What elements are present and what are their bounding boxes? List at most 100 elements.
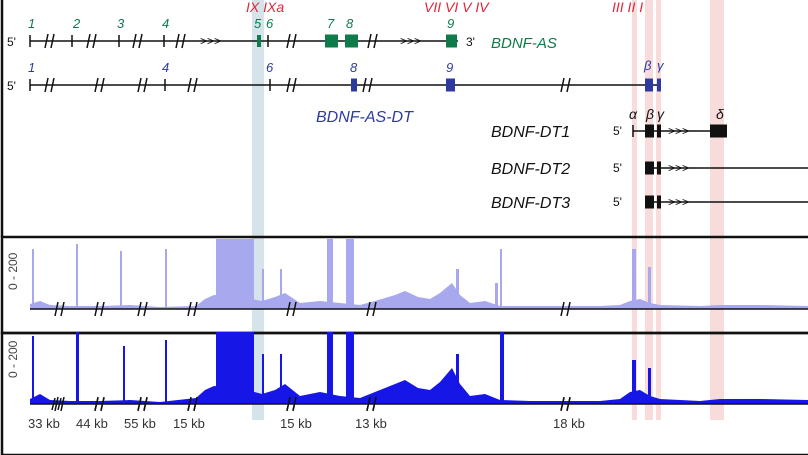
distance-label: 15 kb [280, 416, 312, 431]
bdnf-as-exon [325, 34, 338, 48]
break-slash [193, 77, 198, 93]
bdnf-as-exon [446, 34, 457, 48]
bdnf-dt-five-prime: 5' [613, 195, 622, 209]
coverage-peak [346, 332, 354, 404]
bdnf-dt-name: BDNF-DT3 [491, 195, 570, 212]
axis-break-icon [187, 77, 198, 93]
break-slash [138, 33, 143, 49]
bdnf-as-three-prime: 3' [466, 35, 475, 49]
bdnf-dt-exon [710, 124, 727, 138]
coverage-peak [123, 346, 125, 404]
exon-highlight-bands [252, 0, 724, 420]
direction-arrows: >>> [668, 124, 689, 138]
direction-arrows: >>> [668, 195, 689, 209]
bdnf-as-exon-number: 4 [162, 16, 169, 31]
bdnf-dt-exon [645, 161, 654, 175]
distance-label: 15 kb [173, 416, 205, 431]
bdnf-as-exon [345, 34, 358, 48]
break-slash [292, 301, 297, 317]
break-slash [94, 77, 99, 93]
bdnf-dt-transcripts: BDNF-DT1 5' >>> α β γ δ BDNF-DT2 5' >>> BDNF-DT3 5'… [491, 106, 808, 212]
bdnf-as-exon-number: 6 [266, 16, 274, 31]
break-slash [94, 397, 99, 411]
direction-arrows: >>> [668, 161, 689, 175]
track1-scale-label: 0 - 200 [6, 252, 20, 290]
break-slash [100, 301, 105, 317]
break-slash [60, 396, 65, 412]
bdnf-as-dt-exon [657, 78, 661, 92]
axis-break-icon [44, 77, 55, 93]
track2-scale-label: 0 - 200 [6, 340, 20, 378]
break-slash [187, 301, 192, 317]
axis-break-icon [286, 77, 297, 93]
break-slash [175, 33, 180, 49]
break-slash [187, 397, 192, 411]
direction-arrows: >>> [400, 34, 421, 48]
axis-break-icon [560, 301, 571, 317]
bdnf-dt-exon [645, 195, 654, 209]
break-slash [566, 77, 571, 93]
bdnf-as-dt-exon-number: 1 [28, 60, 35, 75]
distance-label: 44 kb [76, 416, 108, 431]
break-slash [54, 301, 59, 317]
break-slash [366, 301, 371, 317]
break-slash [51, 397, 56, 411]
break-slash [50, 33, 55, 49]
coverage-peak [500, 249, 502, 309]
bdnf-as-dt-exon [645, 78, 653, 92]
red-label-vii-iv: VII VI V IV [424, 0, 490, 15]
axis-break-icon [286, 397, 297, 411]
bdnf-as-dt-exon-number: 9 [446, 60, 453, 75]
bdnf-as-dt-greek: β [643, 58, 652, 73]
break-slash [372, 397, 377, 411]
bdnf-dt-five-prime: 5' [613, 124, 622, 138]
axis-break-icon [560, 77, 571, 93]
distance-label: 55 kb [124, 416, 156, 431]
highlight-band-pink [645, 0, 653, 420]
coverage-peak [120, 251, 122, 309]
break-slash [366, 397, 371, 411]
coverage-track-1 [30, 239, 808, 317]
break-slash [286, 33, 291, 49]
break-slash [100, 397, 105, 411]
coverage-peak [165, 340, 167, 404]
axis-break-icon [132, 33, 143, 49]
coverage-peak [632, 249, 636, 309]
break-slash [367, 33, 372, 49]
bdnf-as-dt-five-prime: 5' [7, 79, 16, 93]
coverage-peak [346, 239, 354, 309]
axis-break-icon [362, 77, 373, 93]
bdnf-dt-five-prime: 5' [613, 161, 622, 175]
break-slash [292, 77, 297, 93]
break-slash [143, 397, 148, 411]
coverage-peak [456, 354, 459, 404]
bdnf-dt-exon [657, 161, 661, 175]
bdnf-as-exon [257, 35, 261, 47]
bdnf-dt-exon [645, 124, 654, 138]
coverage-peak [76, 332, 79, 404]
coverage-peak [262, 269, 264, 309]
axis-break-icon [286, 301, 297, 317]
break-slash [286, 77, 291, 93]
bdnf-as-dt-exon [351, 78, 357, 92]
break-slash [372, 301, 377, 317]
break-slash [373, 33, 378, 49]
break-slash [92, 33, 97, 49]
break-slash [54, 396, 59, 412]
highlight-band-pink [632, 0, 637, 420]
bdnf-dt-greek: α [629, 106, 638, 122]
coverage-peak [76, 244, 78, 309]
bdnf-as-exon-number: 8 [346, 16, 354, 31]
axis-break-icon [187, 301, 198, 317]
distance-label: 33 kb [28, 416, 60, 431]
bdnf-as-dt-greek: γ [657, 58, 665, 73]
break-slash [362, 77, 367, 93]
axis-break-icon [94, 77, 105, 93]
coverage-peak [216, 332, 254, 404]
bdnf-as-dt-exon [446, 78, 455, 92]
break-slash [60, 301, 65, 317]
bdnf-dt-exon [657, 124, 661, 138]
coverage-peak [500, 332, 504, 404]
bdnf-as-exon-number: 5 [254, 16, 262, 31]
